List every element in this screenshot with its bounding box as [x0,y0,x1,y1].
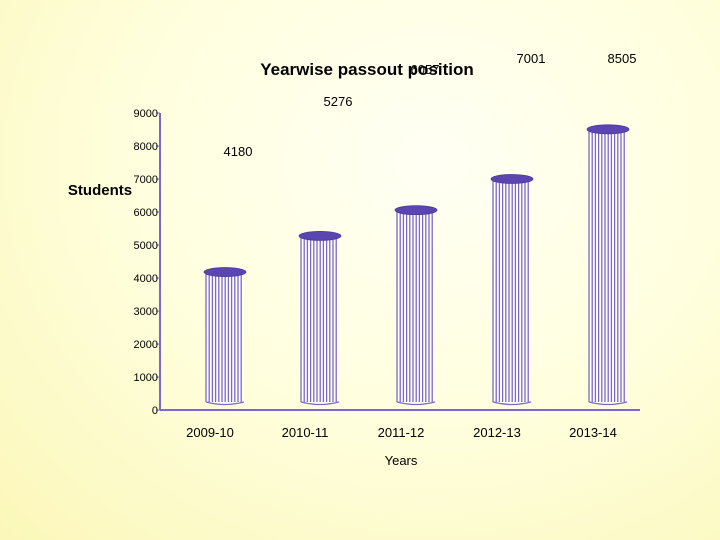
axes-group [159,113,640,411]
bar-2013-14 [586,124,630,406]
x-ticks-group: 2009-10 2010-11 2011-12 2012-13 2013-14 [186,425,617,440]
y-tick-label-6: 6000 [134,207,158,219]
y-tick-label-4: 4000 [134,273,158,285]
y-tick-label-5: 5000 [134,240,158,252]
bar-2011-12 [394,205,438,406]
x-tick-label-2010-11: 2010-11 [282,425,329,440]
data-label-2009-10: 4180 [224,144,253,159]
x-tick-label-2013-14: 2013-14 [569,425,617,440]
y-tick-label-3: 3000 [134,306,158,318]
y-tick-label-8: 8000 [134,141,158,153]
y-tick-label-9: 9000 [134,108,158,120]
bar-2009-10 [203,267,247,406]
y-tick-label-0: 0 [152,405,158,417]
chart-title: Yearwise passout position [260,60,474,79]
x-axis-title: Years [385,453,418,468]
y-tick-label-1: 1000 [134,372,158,384]
y-tick-label-7: 7000 [134,174,158,186]
x-tick-label-2011-12: 2011-12 [378,425,425,440]
data-label-2010-11: 5276 [324,94,353,109]
y-tick-label-2: 2000 [134,339,158,351]
y-axis-title: Students [68,182,132,199]
x-tick-label-2012-13: 2012-13 [473,425,521,440]
data-label-2013-14: 8505 [608,51,637,66]
data-labels-group: 4180 5276 6057 7001 8505 [224,51,637,159]
bar-2012-13 [490,174,534,406]
y-ticks-group: 0 1000 2000 3000 4000 5000 6000 7000 8000 9000 [134,108,160,417]
bars-group [203,124,630,406]
bar-2010-11 [298,230,342,406]
data-label-2012-13: 7001 [517,51,546,66]
data-label-2011-12: 6057 [411,62,440,77]
x-tick-label-2009-10: 2009-10 [186,425,234,440]
